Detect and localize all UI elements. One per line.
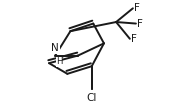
Text: Cl: Cl: [87, 93, 97, 103]
Text: N: N: [51, 43, 59, 53]
Text: F: F: [131, 34, 137, 44]
Text: H: H: [56, 57, 62, 66]
Text: F: F: [137, 19, 143, 29]
Text: F: F: [134, 3, 140, 13]
